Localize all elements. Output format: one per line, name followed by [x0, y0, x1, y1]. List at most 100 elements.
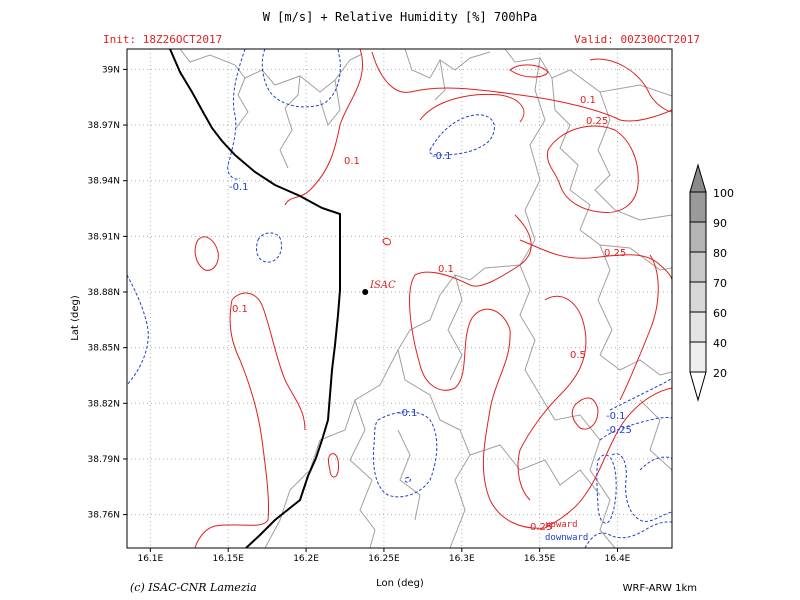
- boundary-line: [594, 91, 672, 221]
- y-tick-label: 38.97N: [88, 121, 121, 131]
- contour-line: [409, 214, 546, 529]
- x-tick-label: 16.1E: [137, 554, 163, 564]
- contour-line: [509, 64, 549, 78]
- contour-line: [261, 49, 341, 108]
- contour-line: [194, 236, 219, 271]
- contour-label: 0.5: [570, 350, 586, 361]
- boundary-line: [447, 274, 463, 381]
- boundary-line: [404, 49, 491, 79]
- x-tick-label: 16.3E: [449, 554, 475, 564]
- colorbar-swatch: [689, 251, 707, 283]
- colorbar-bottom-arrow: [689, 371, 707, 402]
- station-marker: [362, 289, 369, 296]
- contour-line: [382, 237, 391, 246]
- contour-line: [419, 93, 525, 123]
- x-tick-label: 16.35E: [524, 554, 556, 564]
- y-tick-label: 38.91N: [88, 232, 121, 242]
- colorbar-swatch: [689, 191, 707, 223]
- contour-line: [609, 377, 672, 411]
- y-tick-label: 38.76N: [88, 511, 121, 521]
- contour-line: [284, 49, 364, 206]
- boundary-line: [397, 57, 546, 381]
- contour-line: [596, 454, 617, 524]
- boundary-line: [179, 49, 363, 93]
- colorbar-top-arrow: [689, 163, 707, 193]
- boundary-line: [319, 349, 399, 441]
- y-tick-label: 38.79N: [88, 455, 121, 465]
- contour-line: [404, 477, 411, 483]
- admin-boundaries: [179, 49, 672, 548]
- contour-line: [256, 232, 283, 263]
- contour-line: [127, 274, 149, 386]
- map-area: ISAC 0.1 0.1 0.1 0.1 0.25 0.25 0.5 0.25 …: [127, 49, 672, 548]
- contour-line: [328, 453, 339, 478]
- y-axis: 39N 38.97N 38.94N 38.91N 38.88N 38.85N 38.82N 3…: [88, 65, 127, 521]
- contour-line: [227, 49, 246, 180]
- figure-title: W [m/s] + Relative Humidity [%] 700hPa: [263, 10, 538, 24]
- init-time-label: Init: 18Z26OCT2017: [103, 33, 222, 46]
- contour-label: -0.1: [432, 151, 452, 162]
- x-tick-label: 16.25E: [368, 554, 400, 564]
- boundary-line: [349, 399, 376, 548]
- boundary-line: [504, 49, 672, 97]
- station-label: ISAC: [369, 280, 396, 291]
- boundary-line: [404, 379, 471, 548]
- contour-line: [372, 411, 438, 498]
- credit-text: (c) ISAC-CNR Lamezia: [130, 581, 257, 594]
- x-axis: 16.1E 16.15E 16.2E 16.25E 16.3E 16.35E 16.4E: [137, 548, 631, 564]
- contour-line: [571, 397, 599, 430]
- map-frame: [126, 48, 673, 549]
- colorbar-swatch: [689, 281, 707, 313]
- contour-label: 0.1: [232, 304, 248, 315]
- y-axis-label: Lat (deg): [70, 295, 81, 341]
- contour-line: [371, 51, 672, 122]
- colorbar-label: 40: [713, 337, 727, 350]
- x-axis-label: Lon (deg): [376, 578, 424, 589]
- contour-label: 0.1: [344, 156, 360, 167]
- contour-line: [546, 125, 639, 214]
- contour-line: [194, 299, 270, 548]
- contour-line: [639, 456, 672, 471]
- boundary-line: [235, 77, 249, 129]
- colorbar-label: 70: [713, 277, 727, 290]
- x-tick-label: 16.2E: [293, 554, 319, 564]
- colorbar-swatch: [689, 311, 707, 343]
- colorbar: 100 90 80 70 60 40 20: [689, 163, 734, 402]
- boundary-line: [599, 354, 672, 376]
- colorbar-swatch: [689, 221, 707, 253]
- contour-line: [619, 254, 659, 401]
- boundary-line: [519, 264, 541, 396]
- contour-label: -0.1: [606, 411, 626, 422]
- contour-label: 0.25: [604, 248, 626, 259]
- colorbar-label: 20: [713, 367, 727, 380]
- boundary-line: [551, 77, 613, 356]
- contour-label: -0.1: [229, 182, 249, 193]
- contour-line: [584, 521, 672, 548]
- boundary-line: [639, 399, 672, 471]
- contour-line: [517, 295, 587, 501]
- upward-contours: [194, 49, 672, 548]
- legend-downward: downward: [545, 533, 588, 543]
- boundary-line: [469, 444, 601, 496]
- contour-label: -0.1: [398, 408, 418, 419]
- boundary-line: [397, 429, 421, 521]
- valid-time-label: Valid: 00Z30OCT2017: [574, 33, 700, 46]
- contour-line: [589, 58, 672, 113]
- contour-line: [519, 239, 672, 281]
- contour-label: 0.1: [438, 264, 454, 275]
- boundary-line: [434, 59, 446, 101]
- boundary-line: [319, 79, 341, 127]
- y-tick-label: 38.82N: [88, 399, 121, 409]
- contour-line: [429, 114, 495, 156]
- colorbar-swatch: [689, 341, 707, 373]
- boundary-line: [264, 439, 321, 548]
- contour-label: 0.25: [586, 116, 608, 127]
- colorbar-label: 100: [713, 187, 734, 200]
- contour-line: [231, 292, 306, 431]
- boundary-line: [279, 75, 301, 169]
- y-tick-label: 38.94N: [88, 177, 121, 187]
- boundary-line: [599, 244, 672, 271]
- coastline: [169, 49, 341, 548]
- colorbar-label: 60: [713, 307, 727, 320]
